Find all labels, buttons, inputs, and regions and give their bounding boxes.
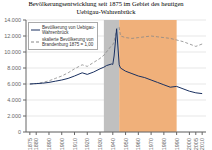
html-text:Bevölkerungsentwicklung seit 1: Bevölkerungsentwicklung seit 1875 im Geb… — [28, 0, 184, 7]
svg-text:1880: 1880 — [33, 138, 39, 150]
svg-text:1875: 1875 — [27, 138, 33, 150]
html-text:Bevölkerung von Uebigau- Wahre: Bevölkerung von Uebigau- Wahrenbrück — [42, 24, 95, 35]
svg-text:1930: 1930 — [97, 138, 103, 150]
svg-text:8.000: 8.000 — [8, 65, 21, 71]
svg-text:1920: 1920 — [84, 138, 90, 150]
svg-text:10.000: 10.000 — [8, 49, 21, 55]
svg-text:1950: 1950 — [123, 138, 129, 150]
svg-text:14.000: 14.000 — [8, 17, 21, 23]
svg-text:2000: 2000 — [186, 138, 192, 150]
svg-text:1980: 1980 — [161, 138, 167, 150]
svg-text:12.000: 12.000 — [8, 33, 21, 39]
svg-text:1990: 1990 — [174, 138, 180, 150]
svg-text:1900: 1900 — [59, 138, 65, 150]
svg-text:2.000: 2.000 — [8, 113, 21, 119]
svg-text:1970: 1970 — [148, 138, 154, 150]
svg-text:1890: 1890 — [46, 138, 52, 150]
svg-text:6.000: 6.000 — [8, 81, 21, 87]
svg-text:4.000: 4.000 — [8, 97, 21, 103]
svg-text:2010: 2010 — [199, 138, 204, 150]
svg-text:1910: 1910 — [72, 138, 78, 150]
svg-text:2005: 2005 — [193, 138, 199, 150]
html-text:skalierte Bevölkerung von Bran: skalierte Bevölkerung von Brandenburg 18… — [42, 36, 94, 47]
html-text:Uebigau-Wahrenbrück: Uebigau-Wahrenbrück — [76, 7, 136, 15]
svg-text:0: 0 — [18, 129, 21, 135]
svg-text:1960: 1960 — [135, 138, 141, 150]
svg-text:1940: 1940 — [110, 138, 116, 150]
